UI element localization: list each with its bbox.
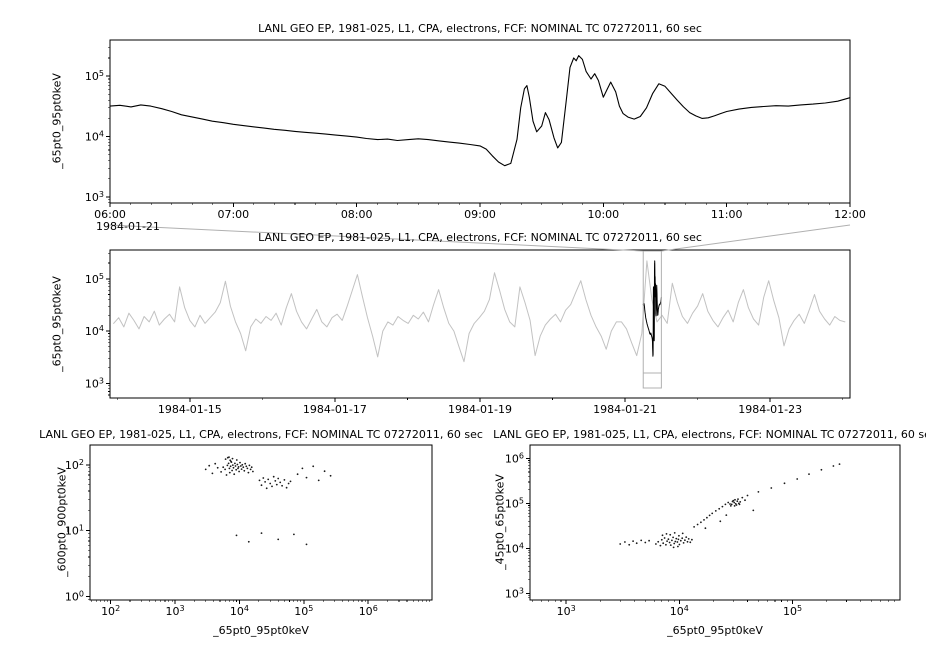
- top-chart-ylabel: _65pt0_95pt0keV: [50, 73, 64, 169]
- svg-text:08:00: 08:00: [341, 208, 373, 221]
- zoom-connector-lines: [109, 224, 851, 252]
- svg-text:07:00: 07:00: [217, 208, 249, 221]
- svg-text:1984-01-17: 1984-01-17: [303, 403, 367, 416]
- svg-text:11:00: 11:00: [711, 208, 743, 221]
- svg-text:1984-01-23: 1984-01-23: [738, 403, 802, 416]
- svg-text:105: 105: [85, 272, 104, 286]
- svg-text:106: 106: [505, 451, 524, 465]
- svg-text:104: 104: [85, 324, 104, 338]
- scatter-600-900-xlabel: _65pt0_95pt0keV: [213, 624, 309, 637]
- top-timeseries-plot[interactable]: 103 104 105 06:00 07:00 08:00 09:00 10:00 11:00 1…: [85, 39, 866, 221]
- scatter-45-65-ylabel: _45pt0_65pt0keV: [493, 474, 507, 570]
- svg-text:10:00: 10:00: [587, 208, 619, 221]
- context-chart-ylabel: _65pt0_95pt0keV: [50, 276, 64, 372]
- svg-text:09:00: 09:00: [464, 208, 496, 221]
- svg-text:104: 104: [670, 604, 689, 618]
- svg-text:103: 103: [85, 190, 104, 204]
- scatter-45-65-plot[interactable]: 103 104 105 106 103 104 105: [505, 444, 901, 618]
- svg-text:103: 103: [165, 604, 184, 618]
- top-chart-context-date: 1984-01-21: [96, 220, 160, 233]
- svg-text:1984-01-15: 1984-01-15: [158, 403, 222, 416]
- scatter-45-65-title: LANL GEO EP, 1981-025, L1, CPA, electron…: [493, 428, 926, 441]
- svg-text:103: 103: [557, 604, 576, 618]
- svg-text:12:00: 12:00: [834, 208, 866, 221]
- top-chart-title: LANL GEO EP, 1981-025, L1, CPA, electron…: [258, 22, 702, 35]
- svg-text:104: 104: [85, 130, 104, 144]
- svg-text:1984-01-21: 1984-01-21: [593, 403, 657, 416]
- scatter-600-900-title: LANL GEO EP, 1981-025, L1, CPA, electron…: [39, 428, 483, 441]
- zoom-selection-box[interactable]: [642, 250, 662, 389]
- scatter-600-900-ylabel: _600pt0_900pt0keV: [55, 467, 69, 577]
- context-chart-title: LANL GEO EP, 1981-025, L1, CPA, electron…: [258, 231, 702, 244]
- svg-text:105: 105: [85, 69, 104, 83]
- svg-text:103: 103: [85, 376, 104, 390]
- svg-text:1984-01-19: 1984-01-19: [448, 403, 512, 416]
- svg-text:102: 102: [101, 604, 120, 618]
- svg-text:104: 104: [505, 541, 524, 555]
- svg-text:100: 100: [65, 590, 84, 604]
- scatter-45-65-xlabel: _65pt0_95pt0keV: [667, 624, 763, 637]
- svg-text:105: 105: [783, 604, 802, 618]
- svg-text:106: 106: [359, 604, 378, 618]
- svg-text:103: 103: [505, 586, 524, 600]
- svg-text:105: 105: [505, 496, 524, 510]
- svg-text:06:00: 06:00: [94, 208, 126, 221]
- svg-text:104: 104: [230, 604, 249, 618]
- svg-text:105: 105: [294, 604, 313, 618]
- context-timeseries-plot[interactable]: 103 104 105 1984-01-15 1984-01-17 1984-01-19 1…: [85, 249, 851, 416]
